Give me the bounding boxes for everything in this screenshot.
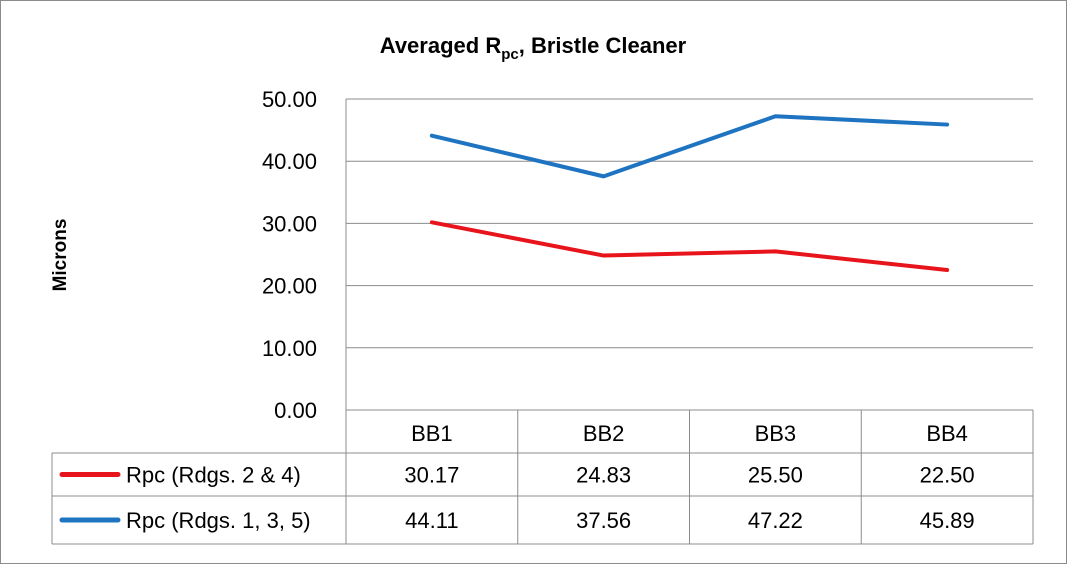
y-axis-label: Microns: [50, 219, 71, 292]
data-table-value: 44.11: [405, 508, 458, 533]
legend-label: Rpc (Rdgs. 1, 3, 5): [126, 508, 311, 533]
x-tick-label: BB3: [755, 421, 797, 446]
legend-label: Rpc (Rdgs. 2 & 4): [126, 463, 301, 488]
data-table-value: 47.22: [748, 508, 803, 533]
data-table-value: 37.56: [576, 508, 631, 533]
data-table-value: 30.17: [404, 463, 459, 488]
data-table-value: 25.50: [748, 463, 803, 488]
x-tick-label: BB2: [583, 421, 625, 446]
y-tick-label: 40.00: [262, 149, 317, 174]
x-tick-label: BB1: [411, 421, 453, 446]
data-table-value: 22.50: [920, 463, 975, 488]
series-line: [429, 114, 950, 179]
y-tick-label: 30.00: [262, 211, 317, 236]
y-tick-label: 0.00: [274, 398, 317, 423]
chart-title: Averaged Rpc, Bristle Cleaner: [380, 33, 687, 63]
data-table-value: 45.89: [920, 508, 975, 533]
x-tick-label: BB4: [926, 421, 968, 446]
y-tick-label: 20.00: [262, 274, 317, 299]
series-line: [429, 220, 950, 273]
data-table-value: 24.83: [576, 463, 631, 488]
y-tick-label: 50.00: [262, 87, 317, 112]
y-tick-label: 10.00: [262, 336, 317, 361]
